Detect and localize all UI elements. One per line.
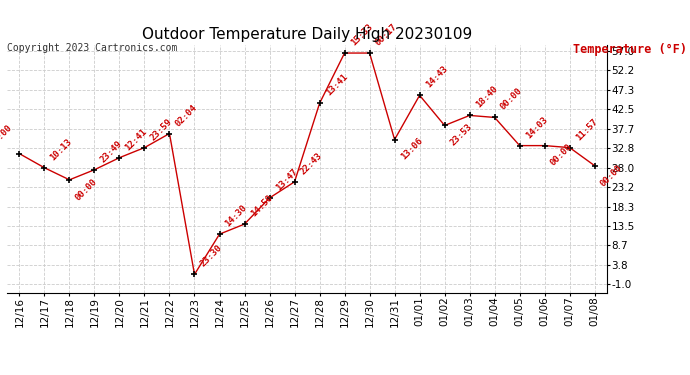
Text: 02:04: 02:04 [174, 103, 199, 128]
Text: 00:00: 00:00 [0, 123, 14, 148]
Title: Outdoor Temperature Daily High 20230109: Outdoor Temperature Daily High 20230109 [142, 27, 472, 42]
Text: 13:47: 13:47 [274, 167, 299, 192]
Text: 22:43: 22:43 [299, 151, 324, 176]
Text: 00:00: 00:00 [499, 87, 524, 112]
Text: 13:41: 13:41 [324, 72, 349, 98]
Text: 18:40: 18:40 [474, 84, 499, 110]
Text: Copyright 2023 Cartronics.com: Copyright 2023 Cartronics.com [7, 43, 177, 53]
Text: 23:49: 23:49 [99, 139, 124, 164]
Text: 00:00: 00:00 [599, 163, 624, 188]
Text: 11:57: 11:57 [574, 117, 599, 142]
Text: 14:43: 14:43 [424, 64, 449, 90]
Text: 14:50: 14:50 [248, 193, 274, 219]
Text: 14:03: 14:03 [524, 115, 549, 140]
Text: Temperature (°F): Temperature (°F) [573, 43, 687, 56]
Text: 00:17: 00:17 [374, 22, 399, 48]
Text: 14:30: 14:30 [224, 203, 249, 229]
Text: 13:06: 13:06 [399, 136, 424, 162]
Text: 23:30: 23:30 [199, 243, 224, 269]
Text: 00:00: 00:00 [549, 142, 574, 168]
Text: 23:59: 23:59 [148, 117, 174, 142]
Text: 23:53: 23:53 [448, 122, 474, 148]
Text: 00:00: 00:00 [74, 177, 99, 202]
Text: 15:33: 15:33 [348, 22, 374, 48]
Text: 10:13: 10:13 [48, 137, 74, 162]
Text: 12:41: 12:41 [124, 127, 149, 152]
